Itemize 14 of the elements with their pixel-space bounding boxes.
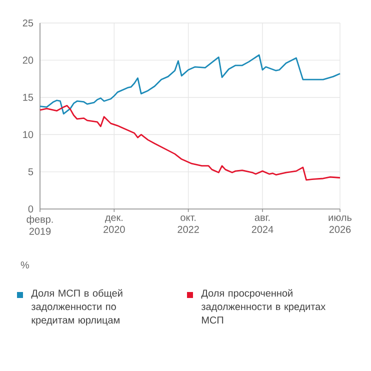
- y-tick-label: 10: [23, 131, 34, 138]
- x-tick-label: июль 2026: [328, 216, 352, 233]
- y-tick-label: 5: [28, 168, 34, 176]
- y-tick-label: 20: [22, 56, 34, 64]
- legend-label: Доля МСП в общей задолженности по кредитам юрлицам: [31, 289, 122, 326]
- legend-label: Доля просроченной задолженности в кредитах МСП: [201, 289, 326, 324]
- y-axis-title: %: [20, 262, 30, 268]
- x-tick-label: авг. 2024: [252, 216, 274, 233]
- y-tick-label: 15: [23, 94, 34, 101]
- y-tick-label: 25: [22, 19, 34, 27]
- x-tick-label: февр. 2019: [26, 216, 53, 235]
- x-tick-label: окт. 2022: [178, 216, 199, 233]
- y-tick-label: 0: [28, 205, 34, 213]
- x-tick-label: дек. 2020: [104, 216, 125, 233]
